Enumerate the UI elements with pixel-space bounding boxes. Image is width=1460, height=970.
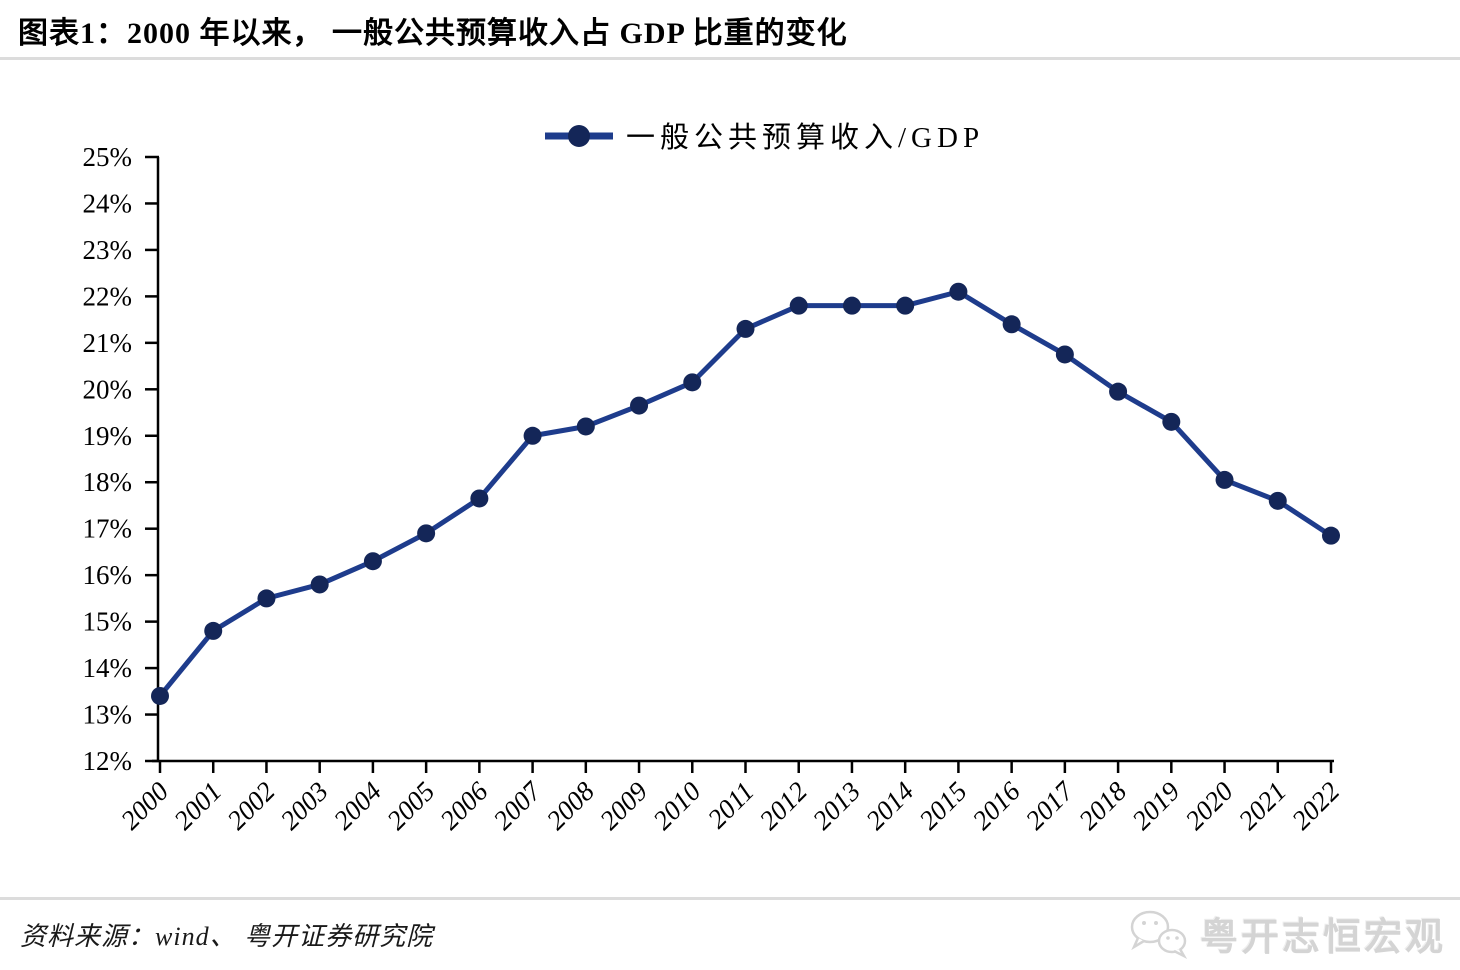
data-point [1162,412,1181,431]
data-point [1215,470,1234,489]
y-axis-tick-label: 14% [83,653,133,683]
x-axis-tick-label: 2015 [913,776,972,835]
x-axis-tick-label: 2010 [647,776,707,836]
data-point [683,373,702,392]
x-axis-tick-label: 2001 [168,776,227,835]
y-axis-tick-label: 12% [83,746,133,776]
data-point [470,489,489,508]
x-axis-tick-label: 2014 [860,776,919,835]
x-axis-tick-label: 2007 [487,775,547,835]
y-axis-tick-label: 25% [83,142,133,172]
data-point [630,396,649,415]
y-axis-tick-label: 13% [83,700,133,730]
data-point [576,417,595,436]
data-point [896,296,915,315]
x-axis-tick-label: 2004 [328,776,387,835]
series-line [157,289,1334,699]
footer-divider [0,897,1460,900]
data-point [310,575,329,594]
x-axis-tick-label: 2017 [1020,775,1080,835]
x-axis-tick-label: 2011 [702,776,760,834]
legend-marker [568,125,590,147]
x-axis-tick-label: 2021 [1233,776,1292,835]
x-axis-tick-label: 2022 [1286,776,1345,835]
y-axis-tick-label: 22% [83,281,133,311]
y-axis-tick-label: 24% [83,188,133,218]
title-divider [0,57,1460,60]
wechat-icon [1130,910,1188,959]
x-axis-tick-label: 2018 [1073,776,1133,836]
y-axis-tick-label: 18% [83,467,133,497]
x-axis-tick-label: 2009 [594,776,654,836]
data-point [1055,345,1074,364]
x-axis-tick-label: 2013 [807,776,866,835]
data-point [736,319,755,338]
y-axis-tick-label: 20% [83,374,133,404]
data-point [151,686,169,705]
data-point [204,621,223,640]
data-point [257,589,276,608]
line-chart: 12% 13% 14% 15% 16% 17% 18% 19% 20% 21% 22% 23% 24% 2… [83,121,1346,836]
x-axis-tick-label: 2019 [1126,776,1186,836]
legend-label: 一般公共预算收入/GDP [626,121,984,154]
data-point [1109,382,1128,401]
y-axis-tick-label: 16% [83,560,133,590]
source-note: 资料来源：wind、 粤开证券研究院 [20,922,434,951]
y-axis-tick-label: 19% [83,421,133,451]
y-axis-tick-label: 15% [83,607,133,637]
data-point [842,296,861,315]
x-axis-tick-label: 2012 [754,776,813,835]
chart-title: 图表1：2000 年以来， 一般公共预算收入占 GDP 比重的变化 [18,17,848,50]
x-axis-tick-label: 2005 [381,776,440,835]
y-axis-tick-label: 17% [83,514,133,544]
x-axis-tick-label: 2020 [1179,776,1239,836]
data-point [523,426,542,445]
data-point [949,282,968,301]
y-axis-tick-label: 21% [83,328,133,358]
data-point [1002,315,1021,334]
data-point [363,552,382,571]
x-axis-tick-label: 2002 [221,776,280,835]
watermark: 粤开志恒宏观 [1126,905,1446,961]
x-axis-tick-label: 2000 [115,776,175,836]
data-point [789,296,808,315]
x-axis-tick-label: 2016 [966,776,1026,836]
data-point [417,524,436,543]
x-axis-tick-label: 2003 [275,776,334,835]
data-point [1322,526,1340,545]
x-axis-tick-label: 2008 [541,776,601,836]
y-axis-tick-label: 23% [83,235,133,265]
data-point [1268,491,1287,510]
watermark-text: 粤开志恒宏观 [1199,916,1446,959]
x-axis-tick-label: 2006 [434,776,494,836]
